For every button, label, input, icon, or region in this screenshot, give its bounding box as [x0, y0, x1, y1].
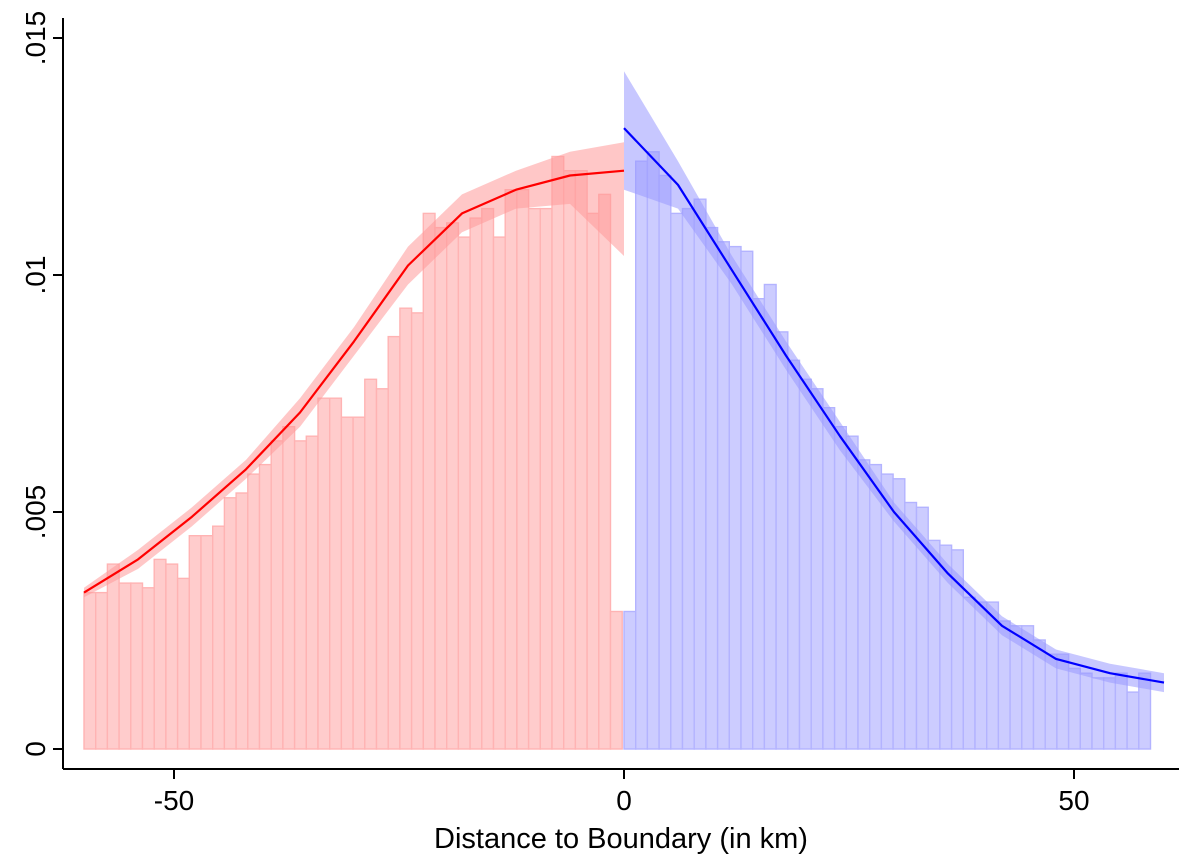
left-histogram-bar — [83, 591, 97, 750]
x-tick-label: -50 — [154, 785, 194, 816]
left-histogram-bar — [188, 535, 202, 750]
fit-lines — [83, 127, 1165, 684]
right-histogram-bar — [974, 601, 988, 750]
left-histogram-bar — [410, 312, 425, 750]
left-histogram-bar — [563, 169, 577, 750]
left-histogram-bar — [153, 558, 167, 750]
confidence-bands — [84, 71, 1164, 693]
left-histogram-bar — [574, 169, 588, 750]
left-histogram-bar — [130, 582, 144, 750]
left-histogram-bar — [165, 563, 179, 750]
left-histogram-bar — [539, 207, 553, 750]
right-histogram-bar — [962, 596, 976, 750]
right-histogram-bar — [752, 298, 766, 750]
left-histogram-bar — [469, 217, 483, 750]
right-histogram-bar — [845, 435, 859, 750]
right-histogram-bar — [693, 198, 707, 750]
left-histogram-bar — [516, 188, 530, 750]
left-histogram-bar — [293, 440, 308, 750]
left-histogram-bar — [340, 416, 354, 750]
left-histogram-bar — [434, 226, 448, 750]
left-histogram-bar — [375, 388, 389, 750]
right-histogram-bar — [810, 388, 824, 750]
y-tick-label: 0 — [20, 741, 51, 757]
left-histogram-bar — [446, 222, 460, 750]
right-histogram-bar — [1126, 691, 1140, 750]
left-histogram-bar — [422, 212, 436, 750]
y-tick-label: .01 — [20, 256, 51, 295]
left-histogram-bar — [457, 236, 471, 750]
left-histogram-bar — [399, 307, 413, 750]
right-histogram-bar — [869, 463, 883, 750]
right-histogram-bar — [822, 407, 836, 750]
left-histogram-bar — [270, 440, 284, 750]
left-histogram-bar — [329, 397, 343, 750]
x-tick-label: 50 — [1058, 785, 1089, 816]
left-histogram-bar — [551, 155, 565, 750]
right-histogram-bar — [705, 226, 719, 750]
right-histogram-bar — [681, 207, 695, 750]
x-axis-title: Distance to Boundary (in km) — [434, 823, 808, 855]
right-histogram-bar — [1067, 667, 1081, 750]
left-histogram-bar — [94, 591, 109, 750]
left-histogram-bar — [364, 378, 378, 750]
left-histogram-bar — [527, 207, 541, 750]
y-tick-label: .005 — [20, 485, 51, 540]
right-histogram-bar — [763, 283, 777, 750]
right-histogram-bar — [623, 610, 637, 750]
left-histogram-bar — [247, 473, 261, 750]
right-histogram-bar — [798, 378, 812, 750]
left-histogram-bar — [481, 207, 495, 750]
right-histogram-bar — [635, 160, 649, 750]
right-histogram-bar — [670, 212, 684, 750]
y-tick-label: .015 — [20, 11, 51, 66]
right-histogram-bar — [1044, 653, 1058, 750]
left-histogram-bar — [282, 426, 296, 750]
left-histogram-bar — [211, 525, 226, 750]
left-histogram-bar — [176, 577, 191, 750]
axes: 0 .005 .01 .015 -50 0 50 — [20, 11, 1179, 816]
left-fit-ci-band — [84, 142, 624, 598]
right-histogram-bar — [787, 359, 801, 750]
right-histogram-bar — [740, 250, 754, 750]
left-histogram-bar — [141, 587, 155, 750]
left-histogram-bar — [258, 463, 272, 750]
left-histogram-bar — [586, 212, 600, 750]
right-histogram-bar — [775, 331, 789, 750]
left-histogram-bar — [118, 582, 132, 750]
left-histogram-bar — [106, 563, 120, 750]
left-histogram-bar — [317, 397, 331, 750]
right-histogram-bar — [833, 426, 847, 750]
left-histogram-bar — [305, 435, 319, 750]
left-histogram-bar — [387, 335, 401, 750]
right-histogram-bar — [1079, 672, 1093, 750]
right-histogram-bar — [728, 245, 742, 750]
right-histogram-bar — [658, 174, 672, 750]
x-tick-label: 0 — [616, 785, 632, 816]
left-histogram-bar — [352, 416, 366, 750]
right-histogram-bar — [857, 459, 871, 750]
right-histogram-bar — [1091, 677, 1105, 750]
left-histogram-bar — [200, 535, 214, 750]
right-histogram-bar — [997, 620, 1011, 750]
left-histogram-bar — [235, 492, 249, 750]
left-histogram-bar — [504, 188, 518, 750]
right-histogram-bar — [1102, 677, 1117, 750]
right-fit-line — [623, 127, 1165, 684]
left-histogram-bar — [223, 497, 237, 750]
left-fit-line — [83, 169, 625, 594]
right-histogram-bar — [716, 241, 730, 750]
right-histogram-bar — [646, 151, 660, 750]
left-histogram-bar — [598, 193, 612, 750]
left-histogram-bar — [492, 236, 506, 750]
left-histogram-bar — [609, 610, 623, 750]
